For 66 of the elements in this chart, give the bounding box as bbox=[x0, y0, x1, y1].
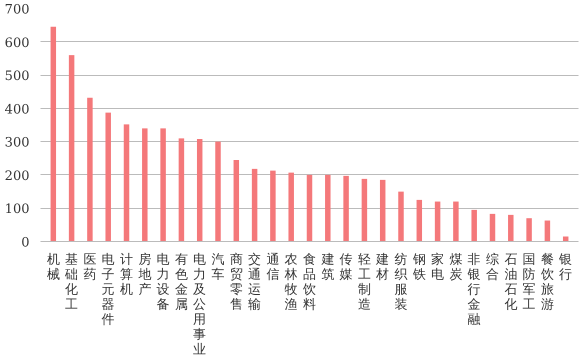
y-tick-label: 200 bbox=[4, 168, 30, 184]
bar bbox=[215, 142, 221, 242]
x-tick-label: 机械 bbox=[46, 252, 60, 282]
x-tick-label: 有色金属 bbox=[174, 252, 188, 312]
x-tick-label: 国防军工 bbox=[522, 252, 536, 312]
x-tick-label: 交通运输 bbox=[248, 252, 262, 312]
bar bbox=[124, 124, 130, 242]
bar bbox=[416, 200, 422, 242]
x-tick-label: 家电 bbox=[431, 252, 444, 282]
bar bbox=[325, 174, 331, 242]
x-tick-label: 餐饮旅游 bbox=[540, 252, 554, 312]
x-tick-label: 电力设备 bbox=[156, 252, 170, 312]
x-tick-label: 非银行金融 bbox=[466, 252, 481, 328]
bar bbox=[508, 214, 514, 242]
x-tick-label: 汽车 bbox=[212, 252, 225, 282]
bar bbox=[544, 220, 550, 242]
bar bbox=[288, 172, 294, 242]
x-tick-label: 商贸零售 bbox=[230, 252, 243, 312]
y-tick-label: 600 bbox=[4, 36, 30, 51]
bar bbox=[252, 168, 258, 242]
x-tick-label: 石油石化 bbox=[504, 252, 518, 312]
x-tick-label: 通信 bbox=[266, 252, 280, 282]
x-tick-label: 煤炭 bbox=[449, 252, 462, 282]
bar bbox=[306, 174, 312, 242]
y-tick-label: 700 bbox=[4, 2, 30, 18]
x-tick-label: 建筑 bbox=[320, 252, 334, 282]
x-tick-label: 建材 bbox=[375, 252, 390, 282]
x-tick-label: 房地产 bbox=[137, 252, 152, 298]
y-tick-label: 0 bbox=[21, 236, 30, 250]
x-tick-label: 食品饮料 bbox=[302, 252, 316, 312]
y-tick-label: 100 bbox=[4, 202, 30, 218]
x-tick-label: 轻工制造 bbox=[358, 252, 371, 312]
x-tick-label: 钢铁 bbox=[412, 252, 426, 282]
x-tick-label: 银行 bbox=[558, 252, 572, 282]
x-tick-label: 电力及公用事业 bbox=[193, 252, 206, 358]
bar bbox=[398, 192, 404, 242]
bar bbox=[50, 26, 56, 242]
x-tick-label: 基础化工 bbox=[64, 252, 78, 312]
bar bbox=[68, 55, 74, 242]
bar bbox=[196, 138, 202, 242]
y-tick-label: 500 bbox=[4, 69, 30, 84]
x-tick-label: 综合 bbox=[486, 252, 499, 282]
bar bbox=[87, 98, 93, 242]
bar bbox=[105, 112, 111, 242]
x-tick-label: 农林牧渔 bbox=[284, 252, 298, 312]
bar bbox=[234, 160, 240, 242]
x-tick-label: 电子元器件 bbox=[102, 252, 115, 328]
bar bbox=[142, 128, 148, 242]
bar bbox=[471, 210, 477, 242]
y-tick-label: 400 bbox=[4, 102, 30, 118]
bar bbox=[490, 214, 496, 242]
bar bbox=[270, 170, 276, 242]
x-tick-label: 医药 bbox=[83, 252, 96, 282]
x-tick-label: 传媒 bbox=[340, 252, 353, 282]
x-tick-label: 计算机 bbox=[120, 252, 134, 298]
bar bbox=[562, 236, 568, 242]
x-tick-label: 纺织服装 bbox=[394, 252, 408, 312]
y-tick-label: 300 bbox=[4, 136, 30, 151]
bar bbox=[434, 202, 440, 242]
bar bbox=[453, 202, 459, 242]
bar bbox=[160, 128, 166, 242]
bar bbox=[526, 218, 532, 242]
bar bbox=[362, 178, 368, 242]
bar bbox=[178, 138, 184, 242]
bar bbox=[380, 180, 386, 242]
bar bbox=[343, 176, 349, 242]
